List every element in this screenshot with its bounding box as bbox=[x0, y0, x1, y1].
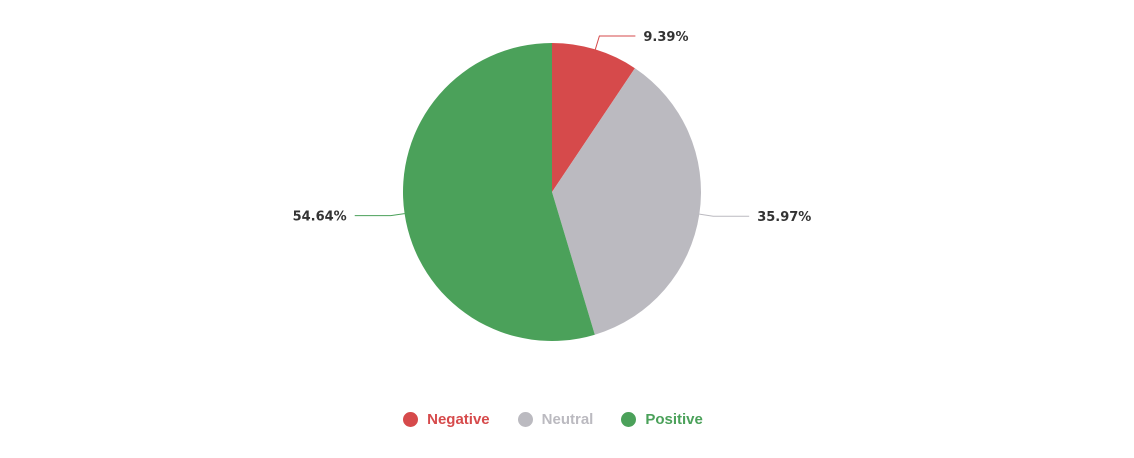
pie-slice-positive[interactable] bbox=[402, 43, 595, 342]
legend: Negative Neutral Positive bbox=[0, 411, 1106, 428]
legend-label-neutral: Neutral bbox=[541, 411, 594, 428]
leader-line-positive bbox=[354, 213, 405, 217]
pie-slice-negative[interactable] bbox=[552, 43, 635, 192]
slice-label-positive: 54.64% bbox=[293, 210, 347, 225]
leader-line-neutral bbox=[699, 213, 750, 217]
slice-label-neutral: 35.97% bbox=[757, 210, 811, 225]
legend-item-neutral[interactable]: Neutral bbox=[517, 411, 594, 428]
leader-line-negative bbox=[594, 35, 636, 50]
slice-labels: 9.39% 35.97% 54.64% bbox=[293, 30, 812, 225]
legend-item-negative[interactable]: Negative bbox=[403, 411, 490, 428]
legend-label-positive: Positive bbox=[645, 411, 703, 428]
pie-slice-neutral[interactable] bbox=[552, 68, 701, 335]
leader-lines bbox=[354, 35, 750, 217]
slice-label-negative: 9.39% bbox=[643, 30, 688, 45]
legend-dot-neutral bbox=[517, 412, 533, 427]
legend-label-negative: Negative bbox=[427, 411, 490, 428]
pie-slices bbox=[402, 43, 701, 342]
legend-dot-positive bbox=[621, 412, 637, 427]
legend-item-positive[interactable]: Positive bbox=[621, 411, 703, 428]
legend-dot-negative bbox=[403, 412, 419, 427]
